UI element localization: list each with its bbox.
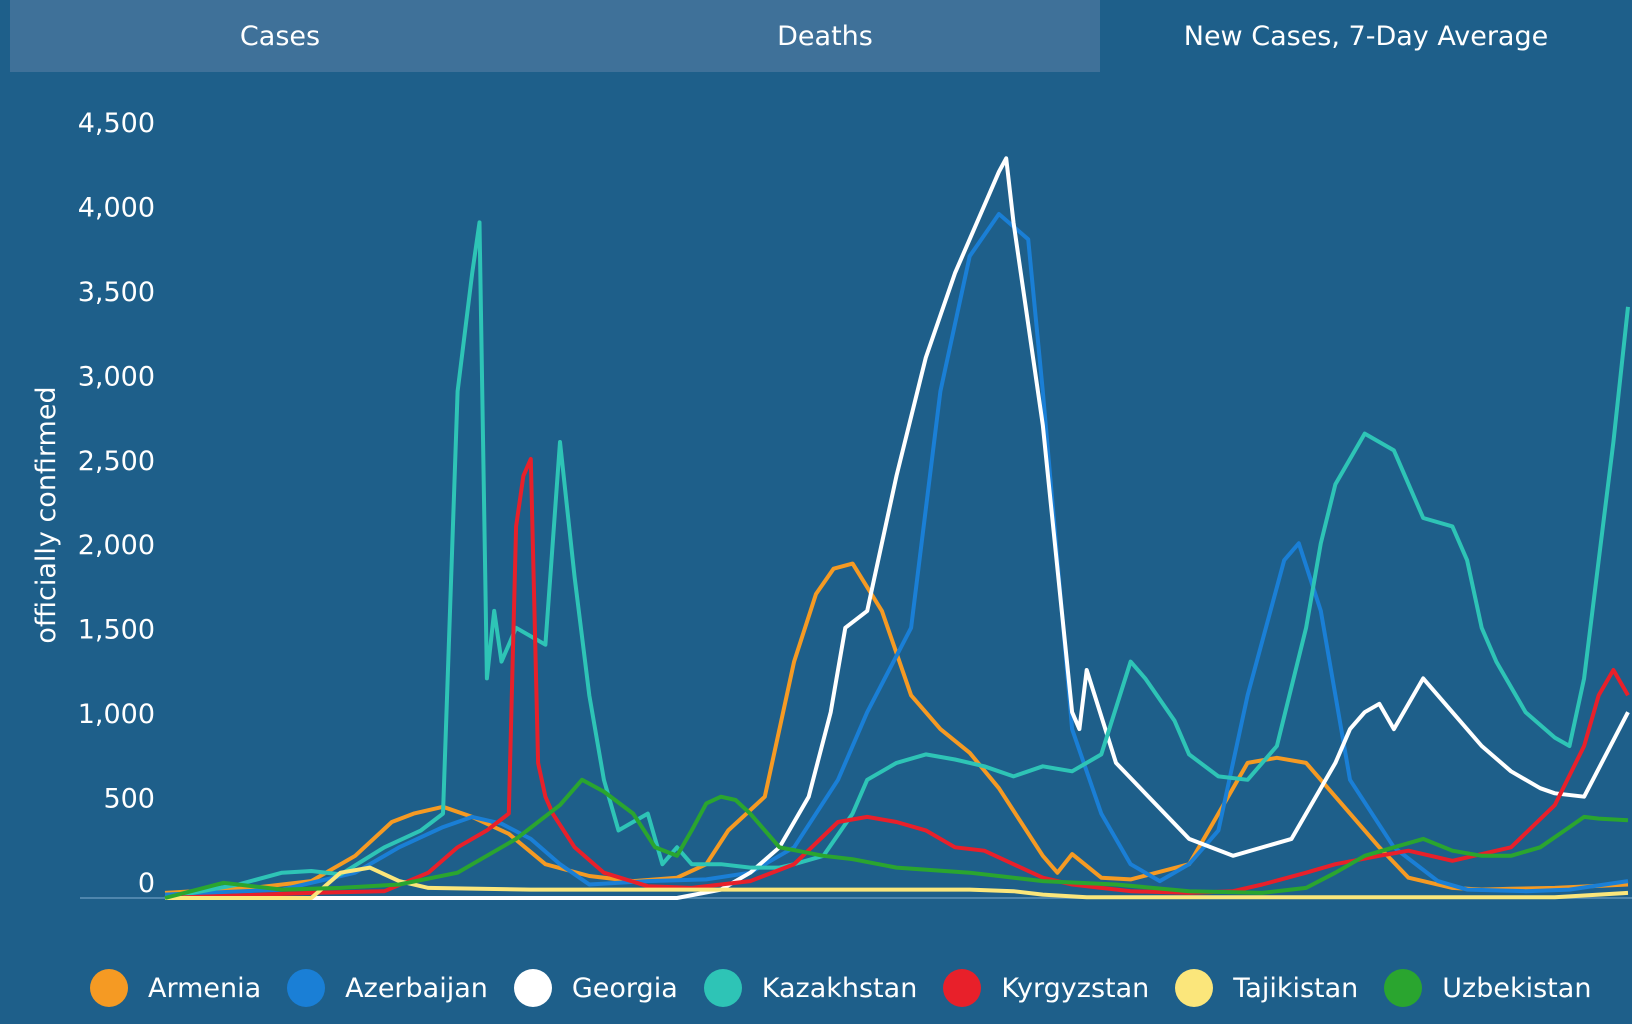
legend-label: Tajikistan <box>1233 972 1359 1004</box>
legend-item-azerbaijan[interactable]: Azerbaijan <box>287 969 488 1007</box>
series-line-azerbaijan[interactable] <box>164 212 1629 897</box>
y-tick-label: 2,500 <box>78 446 155 477</box>
series-line-kazakhstan[interactable] <box>164 220 1630 900</box>
legend-label: Armenia <box>148 972 262 1004</box>
y-tick-label: 3,500 <box>78 277 155 308</box>
legend-label: Kyrgyzstan <box>1001 972 1150 1004</box>
tab-new-cases-7-day-average[interactable]: New Cases, 7-Day Average <box>1100 0 1632 72</box>
y-tick-label: 2,000 <box>78 530 155 561</box>
legend-swatch-icon <box>703 969 742 1007</box>
legend-item-uzbekistan[interactable]: Uzbekistan <box>1384 969 1591 1007</box>
y-tick-label: 4,500 <box>78 108 155 139</box>
legend-swatch-icon <box>90 969 128 1007</box>
legend: Armenia Azerbaijan Georgia Kazakhstan Kyrgyz… <box>90 966 1617 1010</box>
legend-item-kazakhstan[interactable]: Kazakhstan <box>703 969 918 1007</box>
legend-swatch-icon <box>1384 969 1423 1007</box>
y-tick-label: 3,000 <box>78 361 155 392</box>
legend-label: Uzbekistan <box>1442 972 1592 1004</box>
legend-item-tajikistan[interactable]: Tajikistan <box>1175 969 1358 1007</box>
y-tick-label: 1,500 <box>78 615 155 646</box>
y-tick-label: 1,000 <box>78 699 155 730</box>
legend-item-armenia[interactable]: Armenia <box>90 969 261 1007</box>
legend-item-georgia[interactable]: Georgia <box>513 969 678 1007</box>
tab-cases[interactable]: Cases <box>10 0 550 72</box>
y-tick-label: 0 <box>138 868 155 899</box>
legend-swatch-icon <box>513 969 552 1007</box>
y-axis-ticks: 0 500 1,000 1,500 2,000 2,500 3,000 3,500 4,000 4… <box>78 108 155 899</box>
y-tick-label: 500 <box>103 784 155 815</box>
y-axis-label: officially confirmed <box>31 386 62 643</box>
legend-label: Kazakhstan <box>761 972 918 1004</box>
legend-label: Azerbaijan <box>345 972 488 1004</box>
y-tick-label: 4,000 <box>78 192 155 223</box>
legend-swatch-icon <box>287 969 326 1007</box>
chart-tabs: Cases Deaths New Cases, 7-Day Average <box>10 0 1632 72</box>
legend-swatch-icon <box>943 969 982 1007</box>
series-group <box>164 156 1630 900</box>
line-chart: officially confirmed 0 500 1,000 1,500 2,000… <box>31 108 1632 900</box>
series-line-kyrgyzstan[interactable] <box>164 456 1630 900</box>
series-line-tajikistan[interactable] <box>165 865 1629 900</box>
legend-item-kyrgyzstan[interactable]: Kyrgyzstan <box>943 969 1149 1007</box>
tab-deaths[interactable]: Deaths <box>550 0 1100 72</box>
legend-label: Georgia <box>571 972 678 1004</box>
series-line-georgia[interactable] <box>165 156 1630 900</box>
series-line-uzbekistan[interactable] <box>164 777 1629 900</box>
legend-swatch-icon <box>1175 969 1214 1007</box>
